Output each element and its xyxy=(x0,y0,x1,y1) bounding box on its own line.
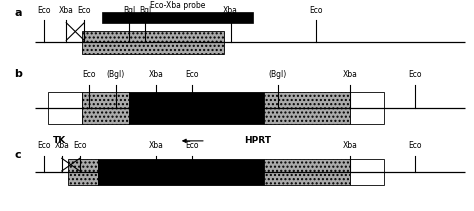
Text: Eco: Eco xyxy=(78,7,91,15)
Text: Eco: Eco xyxy=(409,141,422,150)
Text: HPRT: HPRT xyxy=(244,136,271,145)
Text: Eco: Eco xyxy=(186,70,199,78)
Bar xyxy=(129,92,264,124)
Text: TK: TK xyxy=(53,136,66,145)
Text: Eco: Eco xyxy=(409,70,422,78)
Text: Eco: Eco xyxy=(186,141,199,150)
Text: c: c xyxy=(14,150,21,160)
Text: Xba: Xba xyxy=(59,7,73,15)
Text: Eco: Eco xyxy=(310,7,323,15)
Bar xyxy=(98,160,264,185)
Text: Xba: Xba xyxy=(55,141,69,150)
Bar xyxy=(82,92,129,124)
Text: a: a xyxy=(14,8,22,18)
Text: Xba: Xba xyxy=(223,7,238,15)
Text: Bgl: Bgl xyxy=(123,7,136,15)
Text: b: b xyxy=(14,69,22,79)
Text: Xba: Xba xyxy=(149,70,164,78)
Text: Eco: Eco xyxy=(37,7,50,15)
Bar xyxy=(82,31,224,54)
Bar xyxy=(48,92,82,124)
Text: Bgl: Bgl xyxy=(139,7,151,15)
Bar xyxy=(350,92,384,124)
Text: Xba: Xba xyxy=(343,141,357,150)
Bar xyxy=(102,12,253,23)
Text: Eco: Eco xyxy=(82,70,95,78)
Bar xyxy=(350,160,384,185)
Text: Eco: Eco xyxy=(73,141,86,150)
Text: (Bgl): (Bgl) xyxy=(269,70,287,78)
Text: Xba: Xba xyxy=(149,141,164,150)
Text: Xba: Xba xyxy=(343,70,357,78)
Bar xyxy=(264,160,350,185)
Bar xyxy=(264,92,350,124)
Text: (Bgl): (Bgl) xyxy=(107,70,125,78)
Text: Eco-Xba probe: Eco-Xba probe xyxy=(150,1,205,10)
Text: Eco: Eco xyxy=(37,141,50,150)
Bar xyxy=(68,160,98,185)
